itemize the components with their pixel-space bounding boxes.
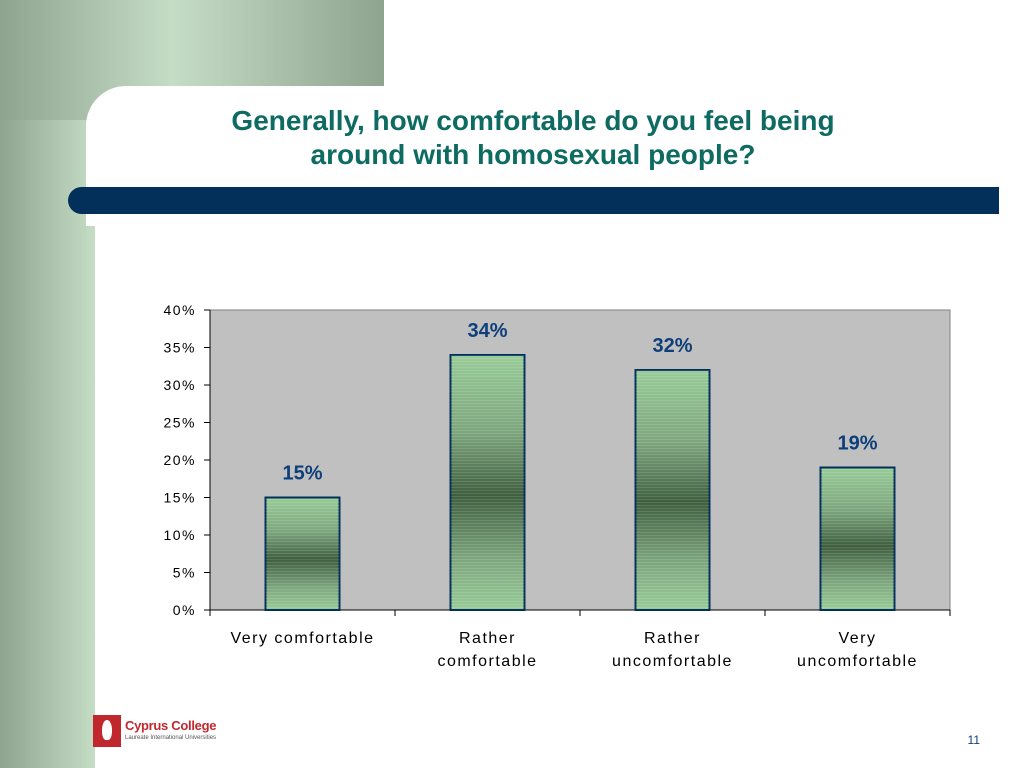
- y-tick-label: 20%: [163, 452, 196, 468]
- x-tick-label: comfortable: [437, 653, 537, 670]
- page-number: 11: [967, 733, 980, 747]
- y-tick-label: 10%: [163, 527, 196, 543]
- data-label: 32%: [652, 335, 692, 357]
- y-tick-label: 15%: [163, 490, 196, 506]
- y-tick-label: 25%: [163, 415, 196, 431]
- y-tick-label: 30%: [163, 377, 196, 393]
- flame-icon: [93, 715, 121, 747]
- data-label: 15%: [282, 463, 322, 485]
- y-tick-label: 40%: [163, 302, 196, 318]
- title-rule: [116, 187, 999, 214]
- y-tick-label: 35%: [163, 340, 196, 356]
- bar-texture: [820, 467, 895, 610]
- x-tick-label: Rather: [644, 630, 701, 647]
- logo-subtitle: Laureate International Universities: [125, 735, 217, 741]
- slide-title-line-2: around with homosexual people?: [310, 139, 756, 170]
- x-tick-label: Very comfortable: [230, 630, 374, 647]
- bar-texture: [450, 355, 525, 610]
- data-label: 19%: [837, 433, 877, 455]
- bar-chart: 0% 5% 10% 15% 20% 25% 30% 35% 40% 15% Very comfort…: [163, 302, 951, 670]
- x-tick-label: uncomfortable: [612, 653, 733, 670]
- data-label: 34%: [467, 320, 507, 342]
- cyprus-college-logo: Cyprus College Laureate International Un…: [93, 715, 216, 747]
- bar-texture: [635, 370, 710, 610]
- slide-title-line-1: Generally, how comfortable do you feel b…: [231, 105, 835, 136]
- decorative-left-band: [0, 120, 95, 768]
- slide-title: Generally, how comfortable do you feel b…: [130, 104, 936, 172]
- x-tick-label: uncomfortable: [797, 653, 918, 670]
- y-tick-label: 0%: [173, 602, 196, 618]
- x-tick-label: Very: [838, 630, 876, 647]
- logo-name: Cyprus College: [125, 718, 217, 733]
- x-tick-label: Rather: [459, 630, 516, 647]
- y-tick-label: 5%: [173, 565, 196, 581]
- bar-texture: [265, 497, 340, 610]
